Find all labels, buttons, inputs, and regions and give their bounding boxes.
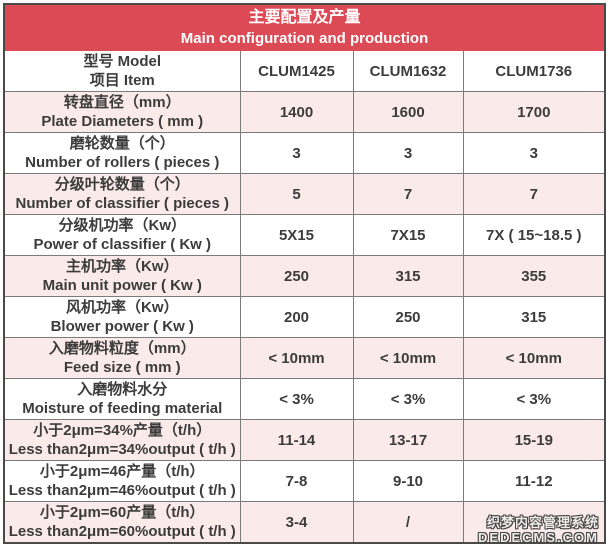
cell-value: / — [462, 501, 606, 544]
row-label-cn: 主机功率（Kw） — [65, 258, 179, 275]
cell-value: 3 — [352, 132, 464, 174]
row-label-en: Number of classifier ( pieces ) — [15, 195, 229, 212]
table-title-en: Main configuration and production — [180, 29, 429, 47]
cell-value: 7X15 — [352, 214, 464, 256]
row-label: 小于2μm=60产量（t/h） Less than2μm=60%output (… — [3, 501, 241, 544]
model-name: CLUM1632 — [352, 50, 464, 92]
cell-value: 1700 — [462, 91, 606, 133]
cell-value: < 3% — [462, 378, 606, 420]
model-item-label: 型号 Model 项目 Item — [3, 50, 241, 92]
row-label: 小于2μm=46产量（t/h） Less than2μm=46%output (… — [3, 460, 241, 502]
row-label: 磨轮数量（个） Number of rollers ( pieces ) — [3, 132, 241, 174]
model-label-line1: 型号 Model — [83, 53, 162, 70]
cell-value: 13-17 — [352, 419, 464, 461]
table-title: 主要配置及产量 Main configuration and productio… — [3, 3, 606, 51]
model-name: CLUM1736 — [462, 50, 606, 92]
cell-value: 355 — [462, 255, 606, 297]
row-label-en: Less than2μm=60%output ( t/h ) — [8, 523, 236, 540]
cell-value: 315 — [462, 296, 606, 338]
cell-value: 3 — [462, 132, 606, 174]
row-label-en: Main unit power ( Kw ) — [42, 277, 202, 294]
cell-value: 1600 — [352, 91, 464, 133]
row-label-cn: 分级叶轮数量（个） — [54, 176, 190, 193]
table-row: 转盘直径（mm） Plate Diameters ( mm ) 1400 160… — [3, 91, 606, 133]
cell-value: 5X15 — [239, 214, 354, 256]
table-row: 主机功率（Kw） Main unit power ( Kw ) 250 315 … — [3, 255, 606, 297]
spec-table: 主要配置及产量 Main configuration and productio… — [3, 3, 607, 544]
cell-value: / — [352, 501, 464, 544]
cell-value: 9-10 — [352, 460, 464, 502]
row-label-en: Blower power ( Kw ) — [50, 318, 194, 335]
row-label-cn: 转盘直径（mm） — [63, 94, 181, 111]
cell-value: 7 — [462, 173, 606, 215]
row-label-cn: 入磨物料水分 — [77, 381, 168, 398]
row-label: 入磨物料粒度（mm） Feed size ( mm ) — [3, 337, 241, 379]
row-label-cn: 小于2μm=46产量（t/h） — [39, 463, 205, 480]
row-label-en: Number of rollers ( pieces ) — [25, 154, 220, 171]
cell-value: 250 — [352, 296, 464, 338]
table-row: 磨轮数量（个） Number of rollers ( pieces ) 3 3… — [3, 132, 606, 174]
model-name: CLUM1425 — [239, 50, 354, 92]
row-label-cn: 小于2μm=34%产量（t/h） — [33, 422, 212, 439]
table-row: 小于2μm=34%产量（t/h） Less than2μm=34%output … — [3, 419, 606, 461]
table-row: 风机功率（Kw） Blower power ( Kw ) 200 250 315 — [3, 296, 606, 338]
cell-value: 1400 — [239, 91, 354, 133]
cell-value: 11-14 — [239, 419, 354, 461]
row-label-cn: 入磨物料粒度（mm） — [48, 340, 196, 357]
cell-value: 7-8 — [239, 460, 354, 502]
row-label-en: Power of classifier ( Kw ) — [33, 236, 212, 253]
cell-value: < 10mm — [462, 337, 606, 379]
cell-value: < 10mm — [352, 337, 464, 379]
row-label-en: Moisture of feeding material — [22, 400, 223, 417]
table-title-row: 主要配置及产量 Main configuration and productio… — [3, 3, 606, 51]
cell-value: < 3% — [352, 378, 464, 420]
cell-value: 250 — [239, 255, 354, 297]
row-label-cn: 小于2μm=60产量（t/h） — [39, 504, 205, 521]
row-label-en: Less than2μm=34%output ( t/h ) — [8, 441, 236, 458]
row-label: 主机功率（Kw） Main unit power ( Kw ) — [3, 255, 241, 297]
cell-value: 5 — [239, 173, 354, 215]
row-label: 小于2μm=34%产量（t/h） Less than2μm=34%output … — [3, 419, 241, 461]
row-label: 风机功率（Kw） Blower power ( Kw ) — [3, 296, 241, 338]
cell-value: 315 — [352, 255, 464, 297]
cell-value: < 3% — [239, 378, 354, 420]
row-label-cn: 磨轮数量（个） — [69, 135, 175, 152]
row-label-en: Feed size ( mm ) — [63, 359, 181, 376]
table-row: 小于2μm=46产量（t/h） Less than2μm=46%output (… — [3, 460, 606, 502]
cell-value: 15-19 — [462, 419, 606, 461]
cell-value: 200 — [239, 296, 354, 338]
model-header-row: 型号 Model 项目 Item CLUM1425 CLUM1632 CLUM1… — [3, 50, 606, 92]
cell-value: 3-4 — [239, 501, 354, 544]
table-row: 分级叶轮数量（个） Number of classifier ( pieces … — [3, 173, 606, 215]
cell-value: 7X ( 15~18.5 ) — [462, 214, 606, 256]
row-label: 分级叶轮数量（个） Number of classifier ( pieces … — [3, 173, 241, 215]
table-row: 入磨物料粒度（mm） Feed size ( mm ) < 10mm < 10m… — [3, 337, 606, 379]
table-row: 入磨物料水分 Moisture of feeding material < 3%… — [3, 378, 606, 420]
model-label-line2: 项目 Item — [89, 72, 155, 89]
table-title-cn: 主要配置及产量 — [248, 8, 361, 26]
cell-value: 3 — [239, 132, 354, 174]
row-label: 转盘直径（mm） Plate Diameters ( mm ) — [3, 91, 241, 133]
row-label-en: Plate Diameters ( mm ) — [41, 113, 204, 130]
cell-value: < 10mm — [239, 337, 354, 379]
cell-value: 7 — [352, 173, 464, 215]
row-label-cn: 风机功率（Kw） — [65, 299, 179, 316]
row-label: 分级机功率（Kw） Power of classifier ( Kw ) — [3, 214, 241, 256]
row-label: 入磨物料水分 Moisture of feeding material — [3, 378, 241, 420]
row-label-en: Less than2μm=46%output ( t/h ) — [8, 482, 236, 499]
table-row: 分级机功率（Kw） Power of classifier ( Kw ) 5X1… — [3, 214, 606, 256]
row-label-cn: 分级机功率（Kw） — [58, 217, 186, 234]
table-row: 小于2μm=60产量（t/h） Less than2μm=60%output (… — [3, 501, 606, 544]
cell-value: 11-12 — [462, 460, 606, 502]
